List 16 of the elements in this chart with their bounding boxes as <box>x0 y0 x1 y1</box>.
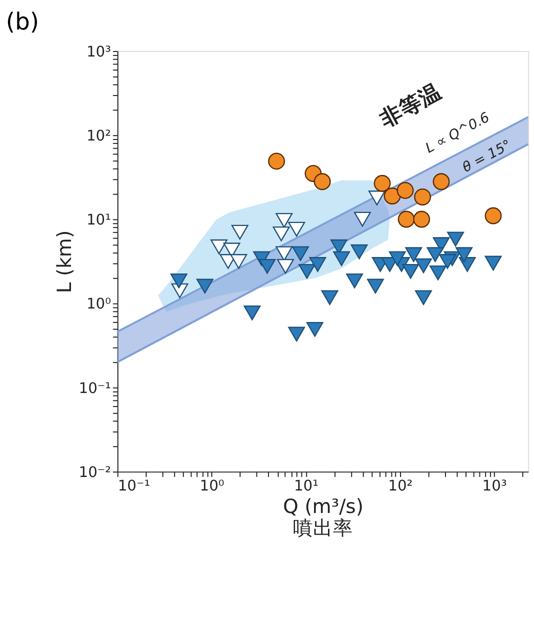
y-tick-label: 10² <box>86 128 112 145</box>
x-tick-label: 10⁰ <box>200 478 224 495</box>
y-tick-label: 10⁻¹ <box>78 380 112 397</box>
x-tick-label: 10² <box>388 478 413 495</box>
y-tick-label: 10¹ <box>86 212 112 229</box>
x-tick-label: 10³ <box>482 478 507 495</box>
x-axis-title: Q (m³/s) 噴出率 <box>282 495 364 540</box>
y-tick-label: 10³ <box>86 43 112 60</box>
annotation: 非等温 <box>375 80 446 134</box>
y-tick-label: 10⁰ <box>86 296 112 313</box>
chart-title: (b) <box>6 8 40 36</box>
x-tick-label: 10¹ <box>294 478 319 495</box>
x-tick-label: 10⁻¹ <box>118 478 150 495</box>
y-axis-title: L (km) <box>52 230 76 294</box>
y-tick-label: 10⁻² <box>78 464 112 481</box>
annotation: θ = 15° <box>460 137 514 176</box>
